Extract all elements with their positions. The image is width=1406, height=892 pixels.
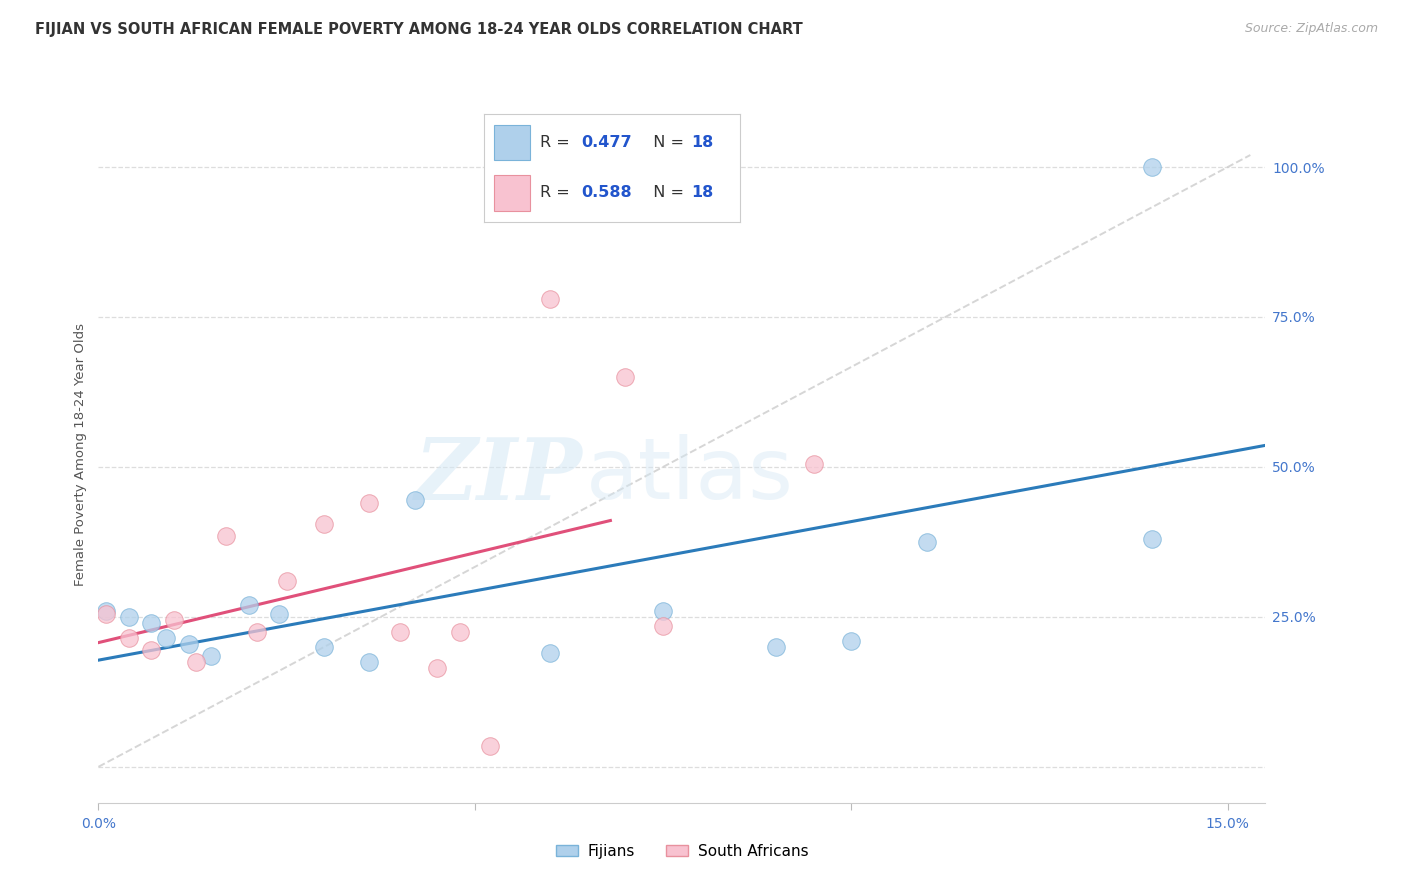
South Africans <box>245 624 267 639</box>
Legend: Fijians, South Africans: Fijians, South Africans <box>550 838 814 864</box>
South Africans <box>359 496 381 510</box>
Fijians <box>1142 532 1164 546</box>
Text: 18: 18 <box>692 186 714 200</box>
Text: FIJIAN VS SOUTH AFRICAN FEMALE POVERTY AMONG 18-24 YEAR OLDS CORRELATION CHART: FIJIAN VS SOUTH AFRICAN FEMALE POVERTY A… <box>35 22 803 37</box>
South Africans <box>94 607 117 621</box>
Text: N =: N = <box>643 186 689 200</box>
Fijians <box>200 648 222 663</box>
Fijians <box>538 646 561 660</box>
Fijians <box>915 534 938 549</box>
South Africans <box>449 624 471 639</box>
South Africans <box>186 655 208 669</box>
Text: 0.588: 0.588 <box>581 186 631 200</box>
Y-axis label: Female Poverty Among 18-24 Year Olds: Female Poverty Among 18-24 Year Olds <box>75 324 87 586</box>
Fijians <box>314 640 336 654</box>
Fijians <box>139 615 162 630</box>
Fijians <box>652 604 675 618</box>
South Africans <box>163 613 186 627</box>
South Africans <box>276 574 298 588</box>
Text: N =: N = <box>643 135 689 150</box>
Fijians <box>238 598 260 612</box>
Text: ZIP: ZIP <box>415 434 582 517</box>
Text: 0.477: 0.477 <box>581 135 631 150</box>
Text: Source: ZipAtlas.com: Source: ZipAtlas.com <box>1244 22 1378 36</box>
South Africans <box>803 457 825 471</box>
Text: R =: R = <box>540 135 575 150</box>
South Africans <box>117 631 139 645</box>
Fijians <box>117 610 139 624</box>
South Africans <box>538 292 561 306</box>
South Africans <box>614 370 637 384</box>
Fijians <box>94 604 117 618</box>
FancyBboxPatch shape <box>494 125 530 161</box>
Fijians <box>177 637 200 651</box>
South Africans <box>426 661 449 675</box>
Fijians <box>155 631 177 645</box>
South Africans <box>388 624 411 639</box>
South Africans <box>314 516 336 531</box>
South Africans <box>652 619 675 633</box>
Fijians <box>269 607 291 621</box>
Fijians <box>839 633 862 648</box>
South Africans <box>215 529 238 543</box>
Fijians <box>765 640 787 654</box>
Fijians <box>1142 160 1164 174</box>
Text: 18: 18 <box>692 135 714 150</box>
Text: atlas: atlas <box>586 434 794 517</box>
Fijians <box>404 492 426 507</box>
Fijians <box>359 655 381 669</box>
FancyBboxPatch shape <box>494 176 530 211</box>
Text: R =: R = <box>540 186 575 200</box>
South Africans <box>139 643 162 657</box>
South Africans <box>478 739 501 753</box>
